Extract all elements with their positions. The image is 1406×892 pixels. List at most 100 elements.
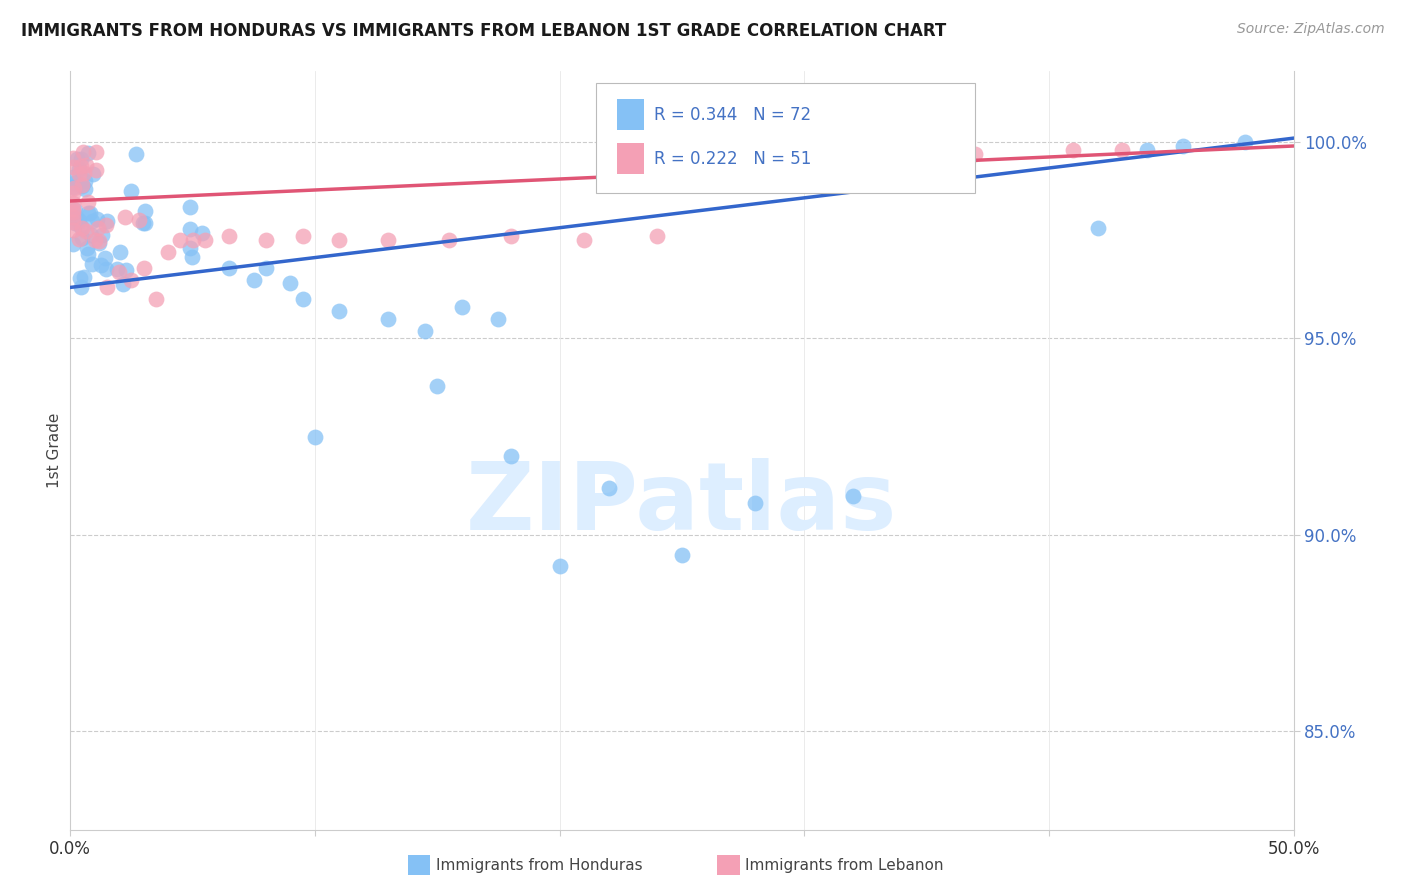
Point [80, 257, 103, 271]
Point [67, 213, 90, 227]
Point [62, 204, 84, 219]
Point [254, 233, 277, 247]
Point [671, 548, 693, 562]
Point [65, 202, 87, 217]
Y-axis label: 1st Grade: 1st Grade [46, 413, 62, 488]
Point [218, 229, 240, 244]
Point [75, 224, 97, 238]
Bar [617, 144, 644, 174]
Point [62, 202, 84, 216]
Point [377, 311, 399, 326]
Point [94, 252, 117, 266]
Text: R = 0.344   N = 72: R = 0.344 N = 72 [654, 105, 811, 124]
Text: ZIPatlas: ZIPatlas [467, 458, 897, 549]
Point [134, 204, 156, 219]
Point [108, 245, 131, 260]
Point [499, 450, 522, 464]
Point [243, 272, 266, 286]
Point [72, 178, 94, 193]
Point [1173, 139, 1195, 153]
Point [1062, 143, 1084, 157]
Point [84, 162, 107, 177]
Point [63, 176, 86, 190]
Point [598, 481, 620, 495]
Point [1111, 143, 1133, 157]
Point [70, 159, 93, 173]
Point [291, 229, 314, 244]
Point [114, 211, 136, 225]
FancyBboxPatch shape [596, 83, 976, 193]
Point [413, 324, 436, 338]
Point [647, 229, 669, 244]
Point [62, 210, 84, 224]
Point [86, 220, 108, 235]
Point [94, 218, 117, 232]
Point [69, 153, 91, 167]
Text: R = 0.222   N = 51: R = 0.222 N = 51 [654, 150, 811, 168]
Point [69, 271, 91, 285]
Point [548, 559, 571, 574]
Point [450, 300, 472, 314]
Point [145, 292, 167, 306]
Point [965, 146, 987, 161]
Point [280, 277, 302, 291]
Point [73, 182, 96, 196]
Point [179, 221, 201, 235]
Point [67, 161, 90, 176]
Point [73, 174, 96, 188]
Point [120, 184, 142, 198]
Point [84, 145, 107, 159]
Point [96, 261, 118, 276]
Point [70, 178, 93, 192]
Point [65, 210, 87, 224]
Point [108, 265, 131, 279]
Point [67, 232, 90, 246]
Point [105, 261, 128, 276]
Point [76, 247, 98, 261]
Point [1233, 135, 1256, 149]
Bar [617, 99, 644, 129]
Point [377, 233, 399, 247]
Point [328, 304, 350, 318]
Point [91, 227, 114, 242]
Point [132, 260, 155, 275]
Point [70, 221, 93, 235]
Point [80, 228, 103, 243]
Point [75, 158, 97, 172]
Point [63, 217, 86, 231]
Point [62, 186, 84, 200]
Point [134, 216, 156, 230]
Point [179, 200, 201, 214]
Point [76, 195, 98, 210]
Point [426, 378, 449, 392]
Point [77, 146, 100, 161]
Point [62, 214, 84, 228]
Point [96, 280, 118, 294]
Point [96, 213, 118, 227]
Point [181, 233, 204, 247]
Point [1087, 221, 1109, 235]
Point [132, 216, 155, 230]
Point [62, 222, 84, 236]
Point [87, 235, 110, 250]
Point [62, 151, 84, 165]
Point [79, 206, 101, 220]
Point [86, 211, 108, 226]
Point [194, 233, 217, 247]
Point [66, 152, 89, 166]
Point [180, 250, 202, 264]
Point [73, 166, 96, 180]
Point [62, 180, 84, 194]
Point [72, 145, 94, 159]
Point [499, 229, 522, 244]
Point [1136, 143, 1159, 157]
Point [157, 245, 180, 260]
Point [76, 241, 98, 255]
Point [179, 241, 201, 255]
Point [169, 233, 191, 247]
Point [121, 272, 143, 286]
Point [115, 262, 138, 277]
Point [87, 234, 110, 248]
Point [70, 230, 93, 244]
Point [62, 161, 84, 175]
